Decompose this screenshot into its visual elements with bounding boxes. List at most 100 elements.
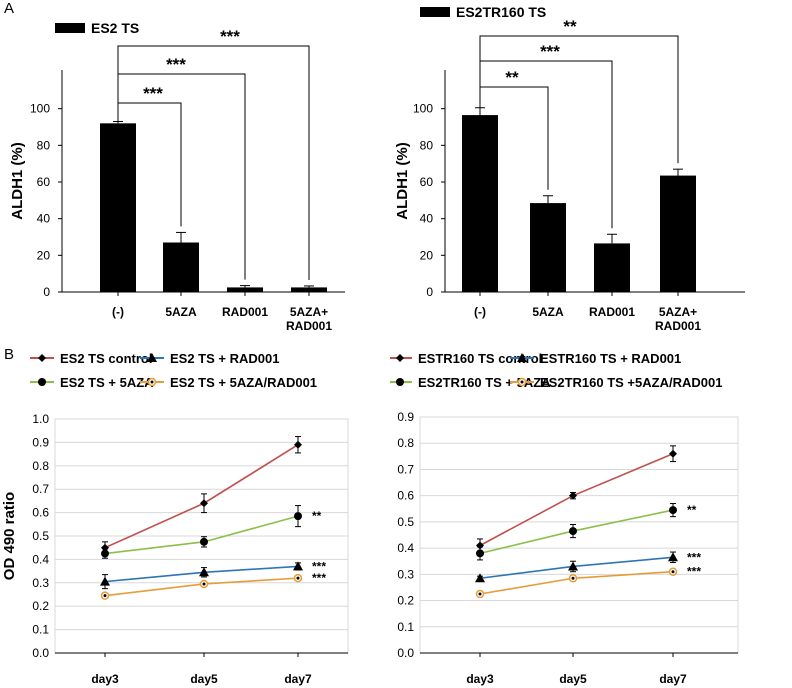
significance-label: *** bbox=[687, 550, 701, 564]
data-point bbox=[200, 499, 208, 508]
data-point-core bbox=[202, 582, 206, 586]
significance-label: *** bbox=[687, 565, 701, 579]
y-tick-label: 100 bbox=[30, 102, 50, 116]
legend-swatch bbox=[55, 23, 85, 33]
legend-label: ES2TR160 TS +5AZA/RAD001 bbox=[540, 375, 722, 390]
bar-chart-es2-ts: ES2 TS 0 20 40 60 80 100 ALDH1 (%) (-) 5AZA RAD001… bbox=[9, 20, 345, 333]
data-point bbox=[147, 353, 157, 362]
y-tick-label: 0.2 bbox=[397, 594, 414, 608]
data-point-core bbox=[671, 570, 675, 574]
y-tick-label: 0.3 bbox=[32, 576, 49, 590]
legend-label: ES2 TS bbox=[91, 20, 139, 36]
data-point bbox=[476, 549, 484, 558]
bar bbox=[462, 115, 498, 292]
x-tick-label: day3 bbox=[91, 672, 119, 686]
data-point bbox=[569, 491, 577, 500]
data-point bbox=[668, 552, 678, 562]
bar bbox=[227, 287, 263, 292]
y-tick-label: 0.5 bbox=[397, 515, 414, 529]
y-axis-label: ALDH1 (%) bbox=[9, 142, 26, 220]
significance-bracket bbox=[479, 35, 679, 164]
x-tick-label: RAD001 bbox=[655, 319, 701, 333]
y-tick-label: 40 bbox=[37, 212, 51, 226]
significance-label: *** bbox=[143, 84, 163, 103]
y-tick-label: 0.0 bbox=[32, 646, 49, 660]
data-point bbox=[293, 561, 303, 571]
y-tick-label: 0.1 bbox=[32, 623, 49, 637]
y-tick-label: 0.9 bbox=[397, 410, 414, 424]
data-point bbox=[200, 537, 208, 546]
y-tick-label: 0.6 bbox=[32, 506, 49, 520]
data-point bbox=[294, 440, 302, 449]
plot-frame bbox=[419, 416, 739, 654]
y-tick-label: 0.3 bbox=[397, 567, 414, 581]
x-tick-label: (-) bbox=[112, 305, 124, 319]
data-point bbox=[569, 527, 577, 536]
data-point bbox=[101, 543, 109, 552]
line-chart-es2-ts-growth: ES2 TS control ES2 TS + RAD001 ES2 TS + 5A… bbox=[1, 351, 349, 686]
significance-label: *** bbox=[540, 42, 560, 61]
data-point bbox=[199, 567, 209, 577]
bar bbox=[163, 242, 199, 292]
y-tick-label: 20 bbox=[37, 248, 51, 262]
significance-label: ** bbox=[563, 17, 577, 36]
data-point bbox=[568, 561, 578, 571]
x-tick-label: 5AZA bbox=[165, 305, 197, 319]
y-tick-label: 0.1 bbox=[397, 620, 414, 634]
data-point-core bbox=[296, 576, 300, 580]
y-tick-label: 0.7 bbox=[397, 462, 414, 476]
data-point-core bbox=[150, 380, 154, 384]
y-tick-label: 0.6 bbox=[397, 489, 414, 503]
y-tick-label: 0.2 bbox=[32, 599, 49, 613]
x-tick-label: day7 bbox=[659, 672, 687, 686]
y-tick-label: 20 bbox=[420, 248, 434, 262]
data-point-core bbox=[478, 592, 482, 596]
x-tick-label: day5 bbox=[190, 672, 218, 686]
y-tick-label: 0.9 bbox=[32, 435, 49, 449]
y-tick-label: 80 bbox=[420, 138, 434, 152]
bar bbox=[594, 243, 630, 292]
bar bbox=[291, 287, 327, 292]
panel-label-b: B bbox=[4, 346, 15, 363]
y-tick-label: 0.4 bbox=[397, 541, 414, 555]
y-axis-label: ALDH1 (%) bbox=[394, 142, 411, 220]
significance-label: ** bbox=[687, 503, 697, 517]
y-tick-label: 100 bbox=[413, 102, 433, 116]
x-tick-label: RAD001 bbox=[222, 305, 268, 319]
data-point bbox=[476, 541, 484, 550]
significance-bracket bbox=[117, 45, 310, 280]
data-point bbox=[38, 378, 46, 386]
x-tick-label: RAD001 bbox=[589, 305, 635, 319]
data-point-core bbox=[571, 576, 575, 580]
data-point bbox=[475, 573, 485, 583]
y-tick-label: 0.8 bbox=[397, 436, 414, 450]
data-point bbox=[101, 549, 109, 558]
x-tick-label: 5AZA+ bbox=[290, 305, 328, 319]
significance-label: *** bbox=[312, 571, 326, 585]
significance-label: *** bbox=[312, 559, 326, 573]
bar bbox=[660, 175, 696, 292]
legend-label: ES2TR160 TS bbox=[456, 4, 546, 20]
x-tick-label: 5AZA+ bbox=[659, 305, 697, 319]
series-line bbox=[104, 444, 299, 549]
y-tick-label: 60 bbox=[420, 175, 434, 189]
y-tick-label: 0.0 bbox=[397, 646, 414, 660]
y-tick-label: 60 bbox=[37, 175, 51, 189]
y-tick-label: 1.0 bbox=[32, 412, 49, 426]
legend-label: ESTR160 TS control bbox=[418, 351, 542, 366]
y-tick-label: 80 bbox=[37, 138, 51, 152]
y-tick-label: 0.5 bbox=[32, 529, 49, 543]
legend-label: ESTR160 TS + RAD001 bbox=[540, 351, 681, 366]
y-tick-label: 0.8 bbox=[32, 459, 49, 473]
significance-label: ** bbox=[312, 509, 322, 523]
legend-label: ES2 TS + 5AZA bbox=[60, 375, 154, 390]
data-point bbox=[669, 506, 677, 515]
significance-label: *** bbox=[220, 27, 240, 46]
bar-chart-es2tr160-ts: ES2TR160 TS 0 20 40 60 80 100 ALDH1 (%) (-) 5AZA R… bbox=[394, 4, 745, 333]
data-point bbox=[517, 353, 527, 362]
data-point bbox=[396, 354, 404, 362]
bar bbox=[100, 123, 136, 292]
data-point-core bbox=[520, 380, 524, 384]
y-tick-label: 0 bbox=[426, 285, 433, 299]
x-tick-label: day5 bbox=[559, 672, 587, 686]
